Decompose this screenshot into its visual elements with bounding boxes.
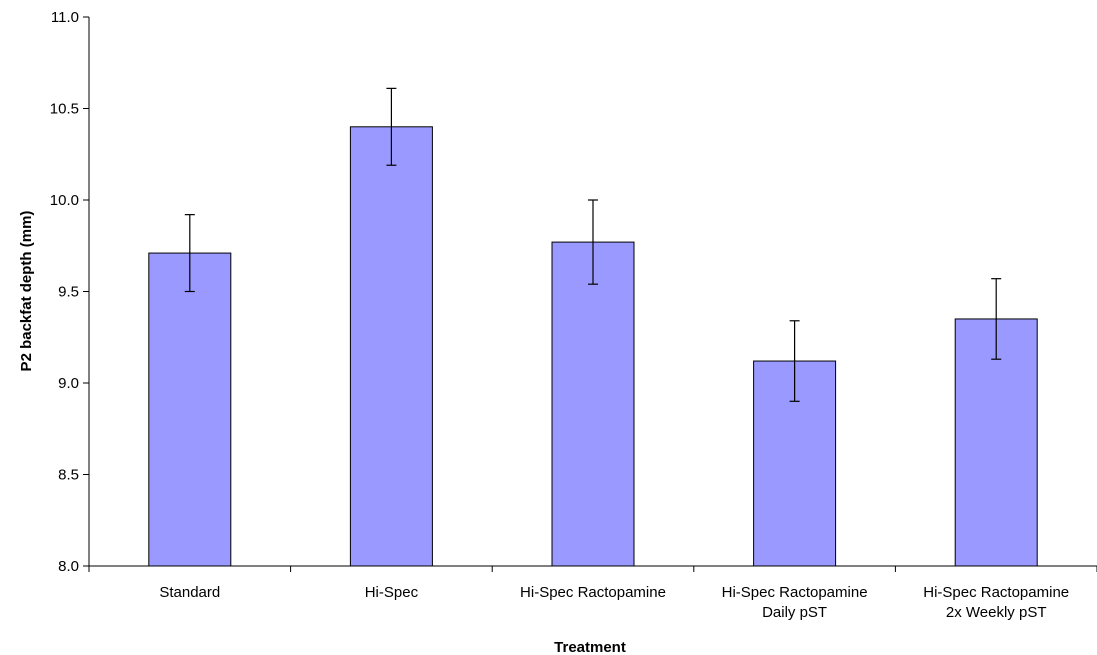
bar [551,241,635,567]
y-tick-label: 10.0 [50,192,79,209]
y-tick-label: 8.5 [58,467,79,484]
x-axis-category-labels: Standard Hi-Spec Hi-Spec Ractopamine Hi-Spe… [159,584,1069,621]
error-bars [184,87,1002,402]
y-tick-label: 11.0 [51,9,79,26]
x-category-label: 2x Weekly pST [946,604,1047,621]
y-axis-title: P2 backfat depth (mm) [18,211,35,372]
x-category-label: Daily pST [762,604,827,621]
x-category-label: Standard [159,584,220,601]
x-category-label: Hi-Spec [365,584,419,601]
y-axis-ticks: 8.0 8.5 9.0 9.5 10.0 10.5 11.0 [50,9,89,575]
x-category-label: Hi-Spec Ractopamine [923,584,1069,601]
bar [954,318,1038,567]
bars [148,126,1038,567]
y-tick-label: 9.0 [58,375,79,392]
x-axis-title: Treatment [554,639,626,655]
x-category-label: Hi-Spec Ractopamine [520,584,666,601]
bar [148,252,232,567]
y-tick-label: 10.5 [50,101,79,118]
x-category-label: Hi-Spec Ractopamine [722,584,868,601]
y-tick-label: 8.0 [58,558,79,575]
axes [88,17,1097,572]
bar [349,126,433,567]
y-tick-label: 9.5 [58,284,79,301]
